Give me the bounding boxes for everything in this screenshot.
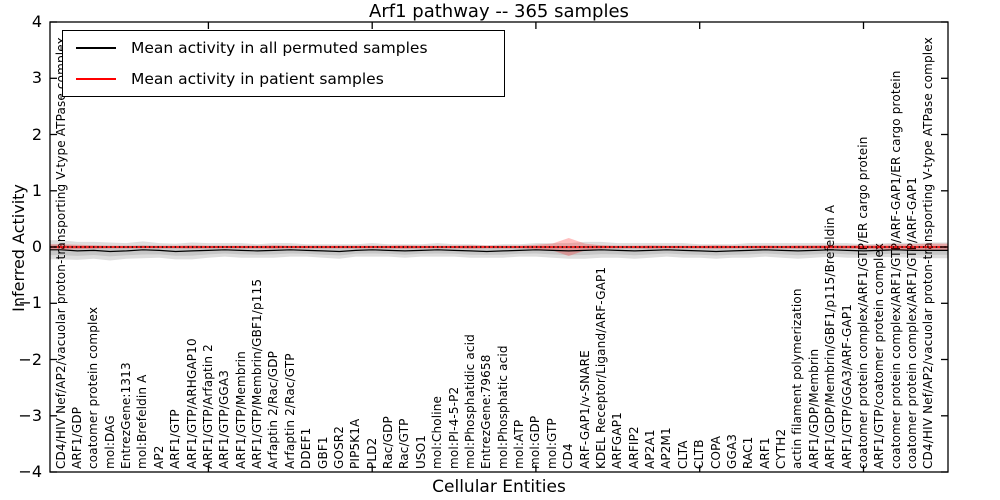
y-tick-label: 1 bbox=[31, 180, 42, 200]
x-axis-label: Cellular Entities bbox=[432, 477, 566, 497]
y-tick-label: −2 bbox=[18, 349, 42, 369]
y-tick-labels: 4 3 2 1 0 −1 −2 −3 −4 bbox=[0, 0, 46, 500]
legend: Mean activity in all permuted samples Me… bbox=[62, 30, 505, 97]
legend-label-permuted: Mean activity in all permuted samples bbox=[131, 39, 428, 57]
y-tick-label: 4 bbox=[31, 12, 42, 31]
legend-label-patient: Mean activity in patient samples bbox=[131, 70, 384, 88]
y-tick-label: −1 bbox=[18, 293, 42, 313]
y-tick-label: 2 bbox=[31, 124, 42, 144]
y-tick-label: −4 bbox=[18, 462, 42, 481]
legend-item-patient: Mean activity in patient samples bbox=[63, 64, 504, 95]
y-tick-label: −3 bbox=[18, 405, 42, 425]
chart-title: Arf1 pathway -- 365 samples bbox=[369, 1, 629, 22]
y-axis-label: Inferred Activity bbox=[9, 184, 28, 312]
y-tick-label: 0 bbox=[31, 237, 42, 256]
permuted-line-swatch bbox=[76, 47, 116, 49]
permuted-mean-line bbox=[50, 249, 948, 253]
patient-line-swatch bbox=[76, 78, 116, 80]
legend-item-permuted: Mean activity in all permuted samples bbox=[63, 33, 504, 64]
y-tick-label: 3 bbox=[31, 68, 42, 88]
permuted-band-outer bbox=[50, 240, 948, 261]
